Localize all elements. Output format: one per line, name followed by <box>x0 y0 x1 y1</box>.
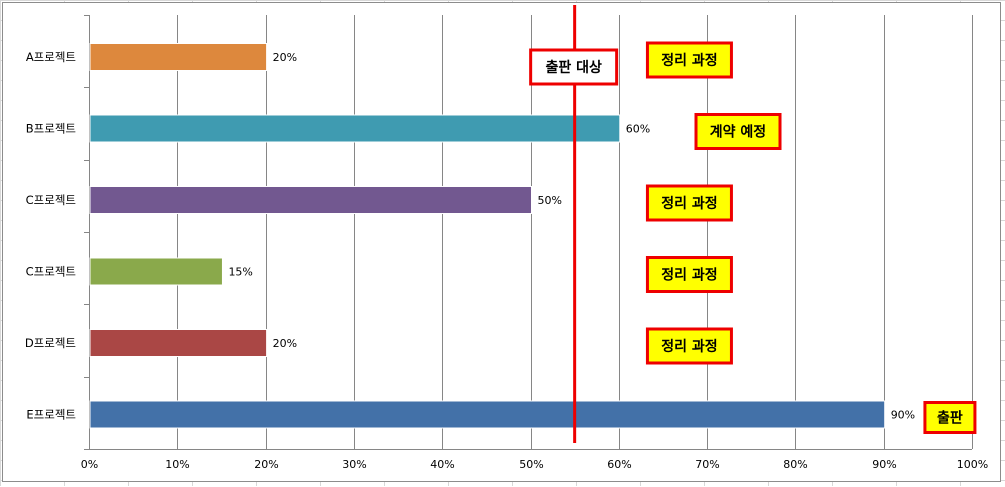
status-tag-label: 계약 예정 <box>710 124 766 141</box>
bar <box>89 114 621 143</box>
category-label: D프로젝트 <box>25 336 76 350</box>
category-label: C프로젝트 <box>26 265 76 279</box>
status-tag-box <box>645 41 733 79</box>
x-tick-label: 50% <box>519 458 543 471</box>
status-tag-box <box>694 113 782 150</box>
status-tag-box <box>645 327 733 365</box>
x-tick-label: 80% <box>783 458 807 471</box>
x-tick-label: 10% <box>165 458 189 471</box>
category-label: E프로젝트 <box>26 408 76 422</box>
x-tick-label: 20% <box>254 458 278 471</box>
bar <box>89 400 886 429</box>
category-label: C프로젝트 <box>26 193 76 207</box>
chart-area[interactable]: 0% 10% 20% 30% 40% 50% 60% 70% 80% 90% 100% A프로젝트 20… <box>2 2 1001 482</box>
bar <box>89 43 268 71</box>
x-tick-label: 90% <box>872 458 896 471</box>
x-tick-label: 30% <box>342 458 366 471</box>
bar-chart: 0% 10% 20% 30% 40% 50% 60% 70% 80% 90% 100% A프로젝트 20… <box>25 5 988 471</box>
bar <box>89 329 268 357</box>
status-tag-label: 정리 과정 <box>661 52 717 69</box>
x-tick-label: 40% <box>430 458 454 471</box>
status-tag-box <box>645 256 733 293</box>
bar <box>89 257 223 286</box>
status-tag-label: 정리 과정 <box>661 338 717 355</box>
status-tag-box <box>923 401 977 434</box>
x-tick-label: 0% <box>81 458 98 471</box>
x-tick-label: 70% <box>695 458 719 471</box>
x-tick-label: 60% <box>607 458 631 471</box>
status-tag-label: 정리 과정 <box>661 267 717 284</box>
x-tick-label: 100% <box>957 458 988 471</box>
status-tag-label: 출판 <box>937 410 963 427</box>
threshold-label-box <box>529 48 619 86</box>
data-label: 90% <box>891 409 915 422</box>
threshold-label: 출판 대상 <box>545 59 602 76</box>
data-label: 60% <box>626 123 650 136</box>
category-label: A프로젝트 <box>26 50 76 64</box>
data-label: 15% <box>228 266 252 279</box>
data-label: 50% <box>538 194 562 207</box>
data-label: 20% <box>273 51 297 64</box>
status-tag-box <box>645 184 733 222</box>
data-label: 20% <box>273 337 297 350</box>
category-label: B프로젝트 <box>26 122 76 136</box>
bar <box>89 186 532 214</box>
status-tag-label: 정리 과정 <box>661 195 717 212</box>
